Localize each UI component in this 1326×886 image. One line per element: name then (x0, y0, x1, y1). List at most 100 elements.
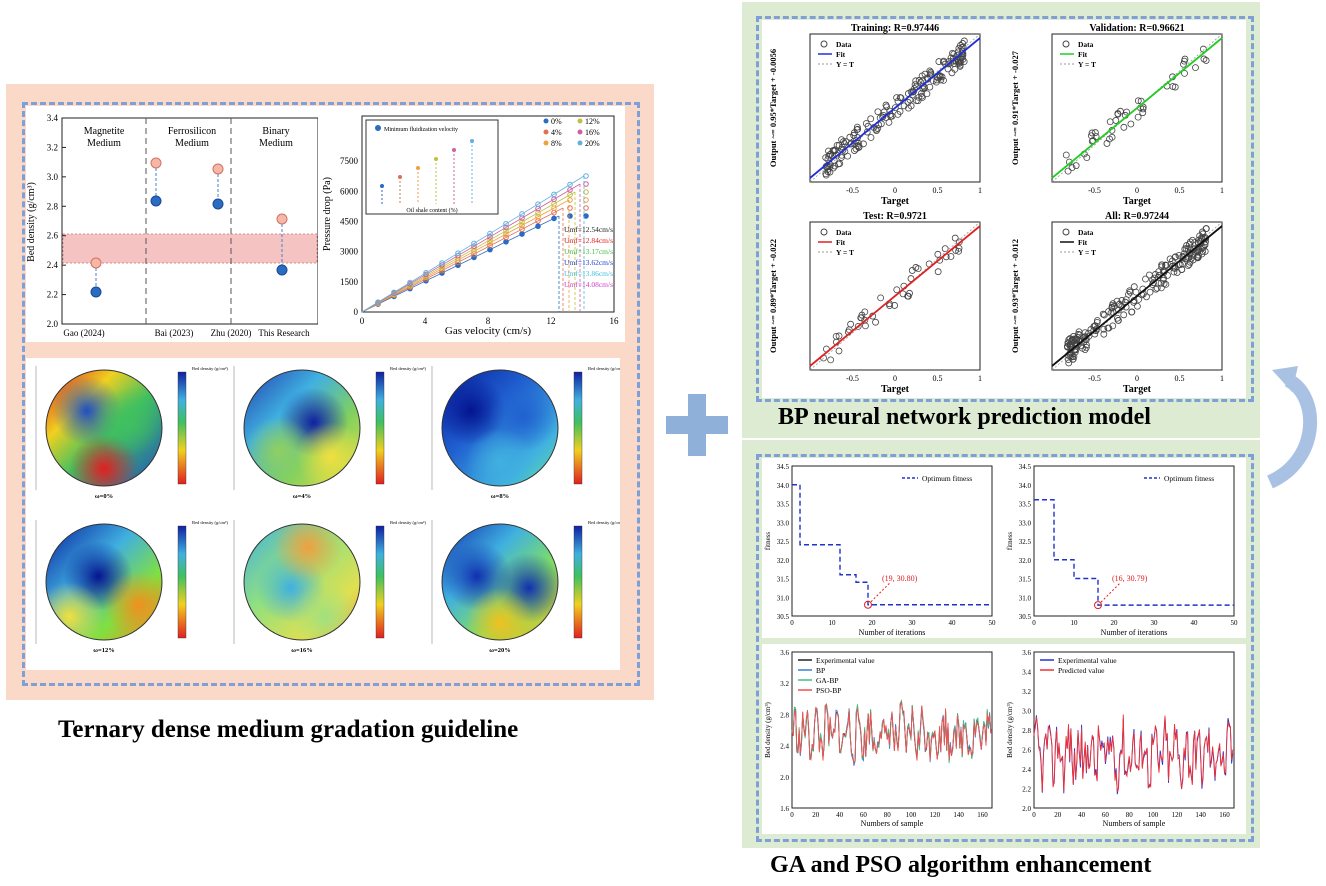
pd-ytick: 4500 (340, 217, 359, 227)
regression-point (872, 125, 880, 133)
regression-point (1069, 355, 1077, 363)
pd-umf-label: Umf=12.54cm/s (564, 225, 613, 234)
prediction-legend: BP (816, 666, 825, 675)
fitness-ytick: 33.5 (1019, 501, 1032, 509)
colorbar (177, 371, 187, 485)
fitness-xtick: 30 (909, 619, 917, 627)
bed-category: Zhu (2020) (211, 328, 252, 338)
regression-point (826, 168, 834, 176)
fitness-xtick: 10 (829, 619, 837, 627)
pd-legend-item: 20% (585, 139, 600, 148)
regression-xlabel: Target (881, 384, 910, 395)
regression-point (1202, 57, 1210, 64)
regression-ylabel: Output ~= 0.93*Target + -0.012 (1010, 239, 1020, 353)
regression-point (1162, 261, 1169, 269)
pd-umf-label: Umf=13.86cm/s (564, 269, 613, 278)
regression-point (840, 138, 847, 145)
pressure-drop-chart: 0 4 8 12 16 0 1500 3000 4500 6000 7500 Gas velocit… (318, 106, 625, 342)
left-section-title: Ternary dense medium gradation guideline (58, 716, 519, 743)
regression-point (1181, 69, 1188, 77)
pd-umf-label: Umf=12.84cm/s (564, 236, 613, 245)
pd-xtick: 4 (423, 316, 428, 326)
regression-point (934, 250, 942, 258)
prediction-legend: GA-BP (816, 676, 839, 685)
pd-point (423, 269, 429, 276)
regression-point (900, 102, 908, 110)
regression-title: Training: R=0.97446 (851, 23, 939, 34)
regression-ylabel: Output ~= 0.91*Target + -0.027 (1010, 50, 1020, 165)
contour-grid: Bed density (g/cm³)ω=0%Bed density (g/cm… (35, 366, 620, 654)
fitness-xtick: 10 (1071, 619, 1079, 627)
regression-point (854, 142, 862, 150)
colorbar (375, 525, 385, 639)
regression-point (1133, 302, 1141, 310)
colorbar-title: Bed density (g/cm³) (588, 366, 620, 371)
fitness-chart: (16, 30.79) Optimum fitness 30.5 31.0 31.5 32… (1006, 463, 1238, 637)
fitness-xlabel: Number of iterations (1101, 628, 1168, 637)
bed-ytick: 2.0 (47, 319, 59, 329)
fitness-ytick: 31.5 (777, 576, 790, 584)
regression-point (937, 76, 945, 84)
prediction-xtick: 160 (1219, 811, 1230, 819)
regression-point (960, 37, 968, 45)
prediction-ytick: 3.2 (780, 680, 789, 688)
regression-point (1065, 359, 1073, 367)
regression-point (857, 314, 865, 322)
regression-point (1088, 129, 1096, 137)
legend-fit: Fit (1078, 238, 1088, 247)
pd-point (519, 222, 525, 229)
regression-point (1168, 257, 1176, 265)
regression-point (1105, 324, 1113, 332)
regression-point (1103, 140, 1111, 147)
regression-point (1092, 133, 1100, 140)
prediction-xtick: 120 (930, 811, 941, 819)
pd-point (503, 220, 509, 227)
fitness-annotation: (16, 30.79) (1112, 574, 1148, 583)
regression-point (1200, 55, 1208, 63)
pd-point (567, 181, 573, 188)
regression-point (887, 112, 895, 120)
group-label-magnetite: Magnetite (84, 126, 125, 137)
regression-point (893, 94, 900, 102)
regression-point (947, 253, 955, 260)
regression-point (1065, 356, 1072, 363)
fit-line (809, 37, 981, 179)
regression-point (1091, 322, 1099, 330)
regression-point (1075, 328, 1083, 336)
pd-xtick: 8 (486, 316, 491, 326)
regression-xtick: 0.5 (1175, 374, 1185, 383)
fitness-line (792, 484, 992, 606)
regression-point (1072, 341, 1079, 349)
prediction-xtick: 80 (1126, 811, 1134, 819)
regression-point (886, 302, 894, 309)
pd-point (487, 237, 493, 243)
regression-point (952, 247, 960, 254)
regression-point (1171, 253, 1179, 261)
regression-point (911, 81, 919, 89)
regression-xtick: 0.5 (933, 374, 943, 383)
regression-title: Test: R=0.9721 (863, 211, 927, 222)
pd-legend-item: 4% (551, 128, 562, 137)
regression-point (1066, 335, 1074, 342)
fitness-xlabel: Number of iterations (859, 628, 926, 637)
regression-point (847, 140, 855, 147)
regression-point (912, 77, 920, 85)
pd-xtick: 16 (610, 316, 620, 326)
fitness-ytick: 31.5 (1019, 576, 1032, 584)
pd-point (519, 226, 525, 233)
regression-point (850, 131, 858, 139)
regression-point (1100, 325, 1108, 333)
regression-point (1113, 314, 1121, 322)
right-top-dashed-frame (756, 16, 1254, 402)
legend-fit: Fit (836, 238, 846, 247)
prediction-legend: Predicted value (1058, 666, 1105, 675)
pd-umf-label: Umf=14.08cm/s (564, 280, 613, 289)
pd-point (455, 250, 461, 256)
regression-point (1173, 269, 1181, 276)
svg-text:Medium: Medium (259, 138, 293, 149)
fitness-xtick: 40 (1191, 619, 1199, 627)
regression-xtick: 0 (1135, 374, 1139, 383)
prediction-ytick: 2.0 (780, 774, 789, 782)
